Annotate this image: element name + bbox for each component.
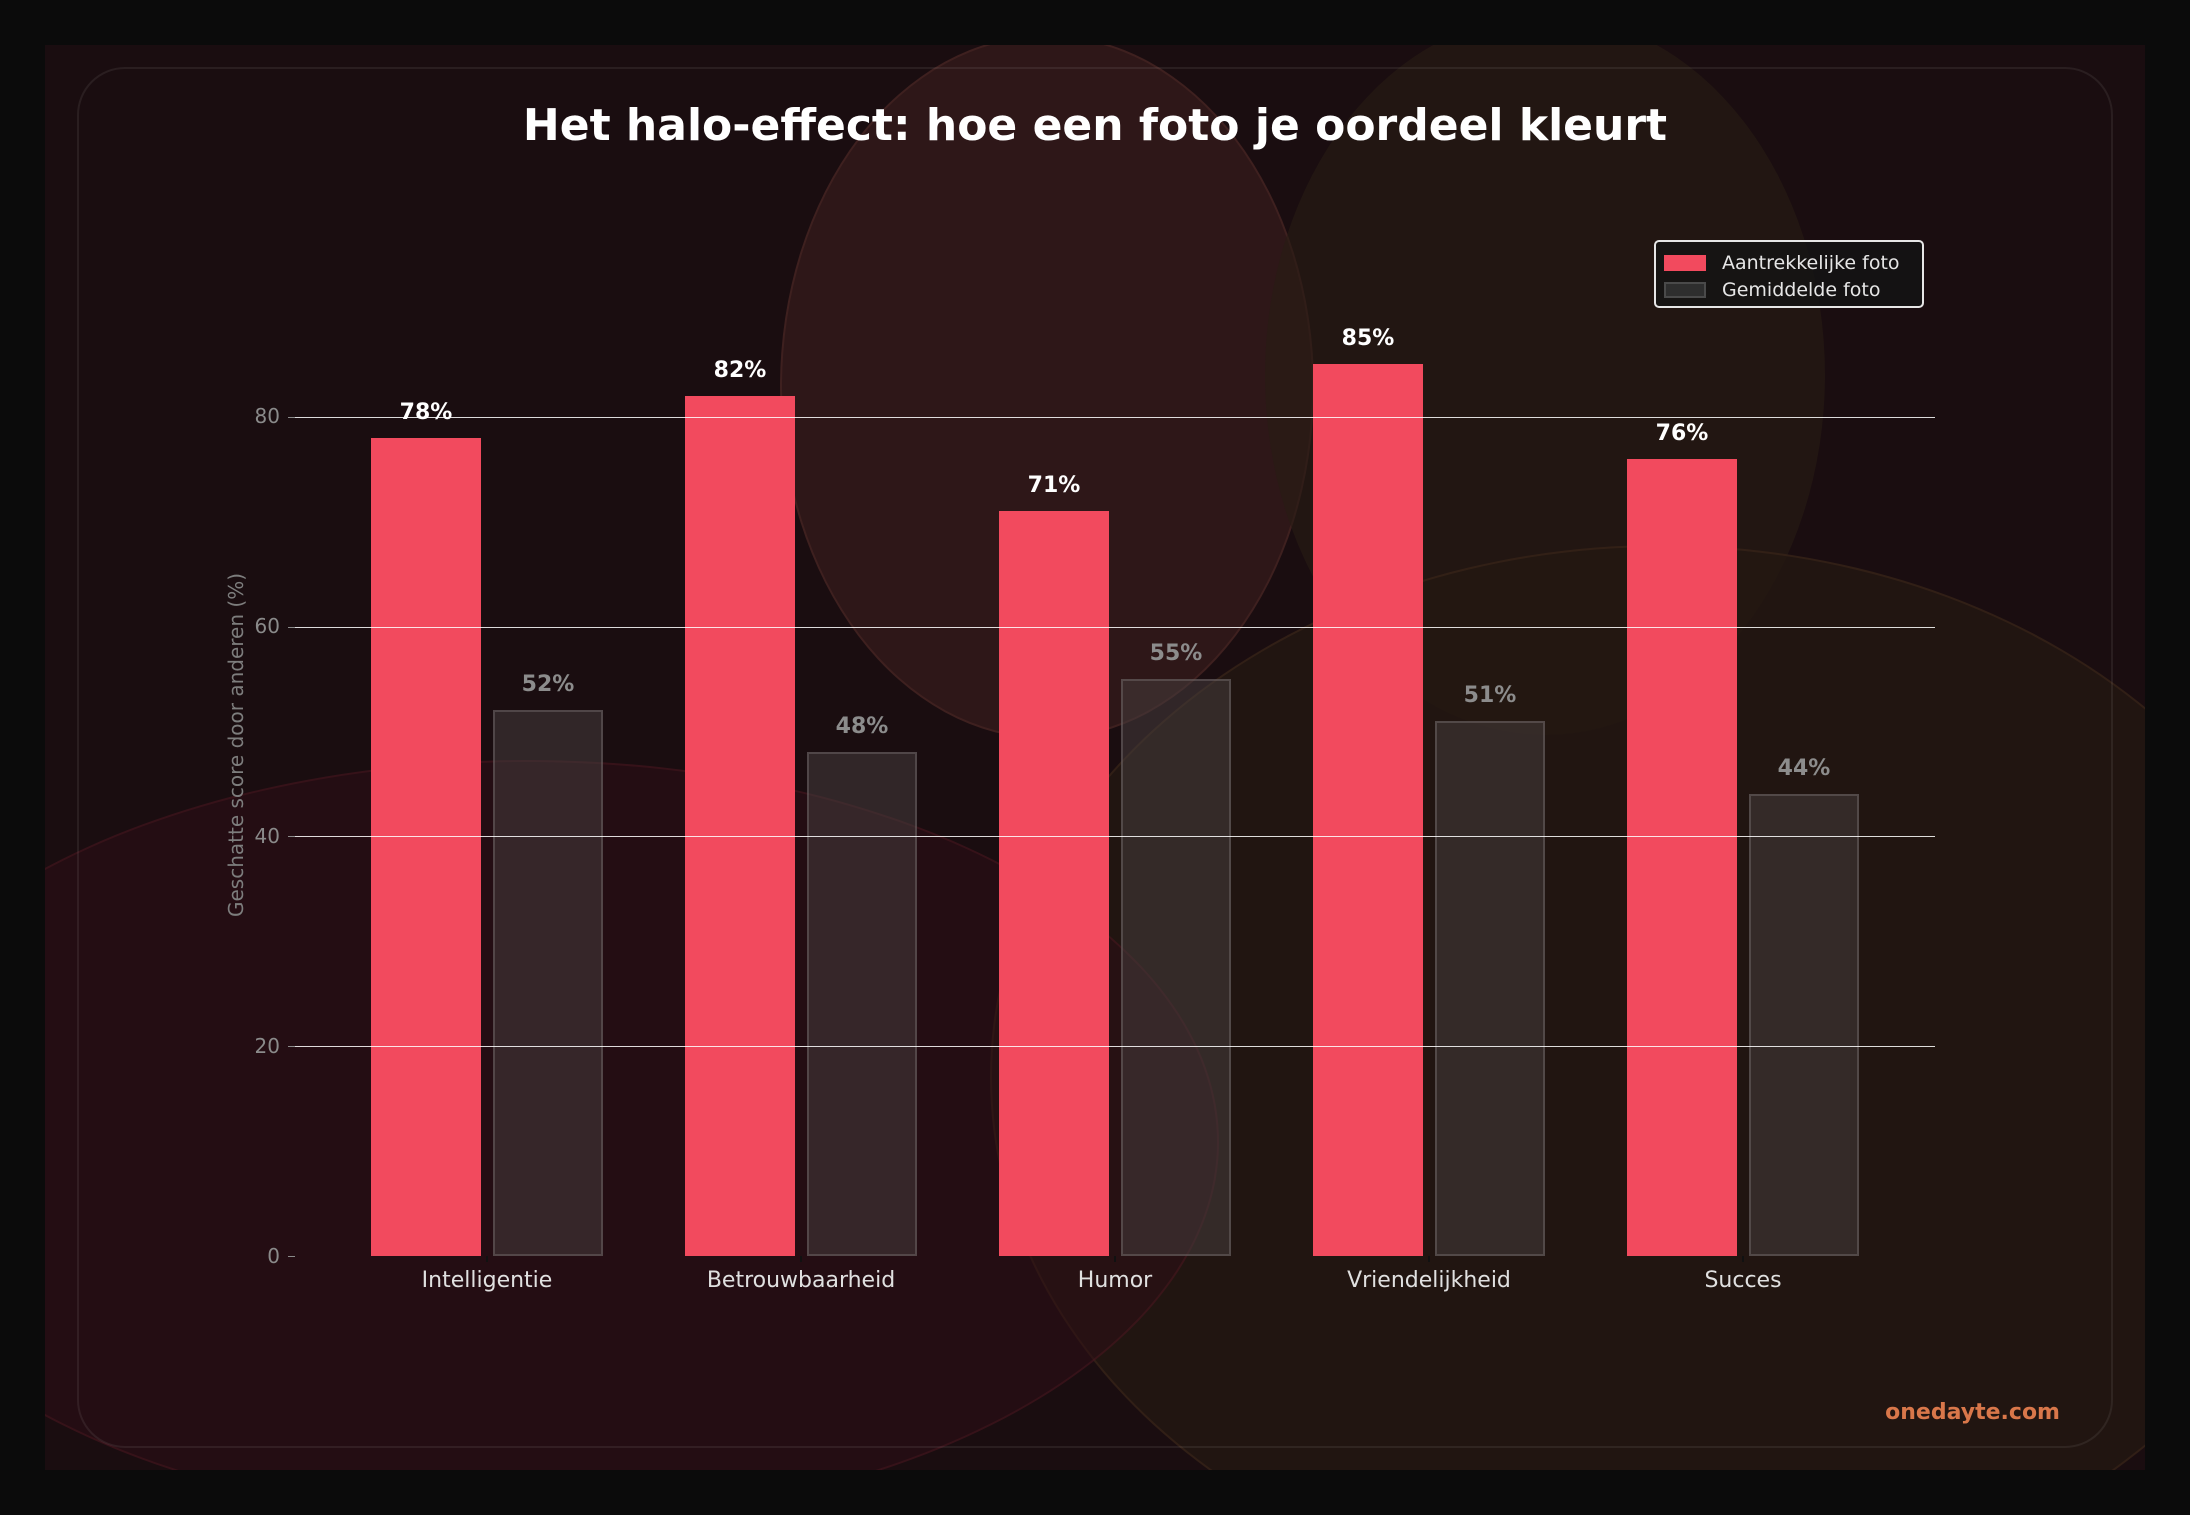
bar-attractive-intelligentie <box>371 438 481 1256</box>
value-label: 82% <box>713 358 767 383</box>
x-tick-label: Betrouwbaarheid <box>706 1268 896 1293</box>
watermark: onedayte.com <box>1885 1400 2060 1425</box>
y-tick-mark <box>288 1256 295 1257</box>
legend-swatch-average <box>1664 282 1706 298</box>
x-tick-label: Humor <box>1077 1268 1153 1293</box>
bar-average-succes <box>1749 794 1859 1256</box>
y-tick-label: 0 <box>267 1244 280 1268</box>
gridline <box>295 1046 1935 1047</box>
legend-swatch-attractive <box>1664 255 1706 271</box>
gridline <box>295 417 1935 418</box>
value-label: 48% <box>835 714 889 739</box>
bar-attractive-vriendelijkheid <box>1313 364 1423 1256</box>
legend-label: Gemiddelde foto <box>1722 279 1881 301</box>
bar-attractive-humor <box>999 511 1109 1256</box>
gridline <box>295 627 1935 628</box>
x-tick-mark <box>1114 1256 1116 1262</box>
value-label: 51% <box>1463 683 1517 708</box>
x-tick-label: Intelligentie <box>421 1268 553 1293</box>
y-tick-mark <box>288 836 295 837</box>
x-tick-mark <box>1742 1256 1744 1262</box>
y-tick-label: 80 <box>254 404 280 428</box>
y-tick-mark <box>288 627 295 628</box>
bar-average-intelligentie <box>493 710 603 1256</box>
value-label: 76% <box>1655 421 1709 446</box>
bar-average-betrouwbaarheid <box>807 752 917 1256</box>
card-frame <box>77 67 2113 1448</box>
x-tick-mark <box>800 1256 802 1262</box>
x-tick-mark <box>1428 1256 1430 1262</box>
y-tick-label: 20 <box>254 1034 280 1058</box>
legend: Aantrekkelijke foto Gemiddelde foto <box>1654 240 1924 308</box>
legend-item-attractive: Aantrekkelijke foto <box>1664 251 1900 275</box>
x-tick-label: Succes <box>1704 1268 1782 1293</box>
bar-average-humor <box>1121 679 1231 1256</box>
y-tick-label: 40 <box>254 824 280 848</box>
value-label: 55% <box>1149 641 1203 666</box>
value-label: 71% <box>1027 473 1081 498</box>
x-tick-mark <box>486 1256 488 1262</box>
bar-attractive-succes <box>1627 459 1737 1256</box>
value-label: 44% <box>1777 756 1831 781</box>
y-tick-label: 60 <box>254 614 280 638</box>
plot-area: 78% 52% 82% 48% 71% 55% 85% 51% 76% 44% … <box>295 0 1935 1515</box>
legend-item-average: Gemiddelde foto <box>1664 278 1880 302</box>
value-label: 52% <box>521 672 575 697</box>
legend-label: Aantrekkelijke foto <box>1722 252 1900 274</box>
gridline <box>295 836 1935 837</box>
y-tick-mark <box>288 1046 295 1047</box>
chart-title: Het halo-effect: hoe een foto je oordeel… <box>522 100 1668 151</box>
x-tick-label: Vriendelijkheid <box>1347 1268 1511 1293</box>
bar-attractive-betrouwbaarheid <box>685 396 795 1256</box>
bar-average-vriendelijkheid <box>1435 721 1545 1256</box>
value-label: 85% <box>1341 326 1395 351</box>
value-label: 78% <box>399 400 453 425</box>
y-tick-mark <box>288 417 295 418</box>
